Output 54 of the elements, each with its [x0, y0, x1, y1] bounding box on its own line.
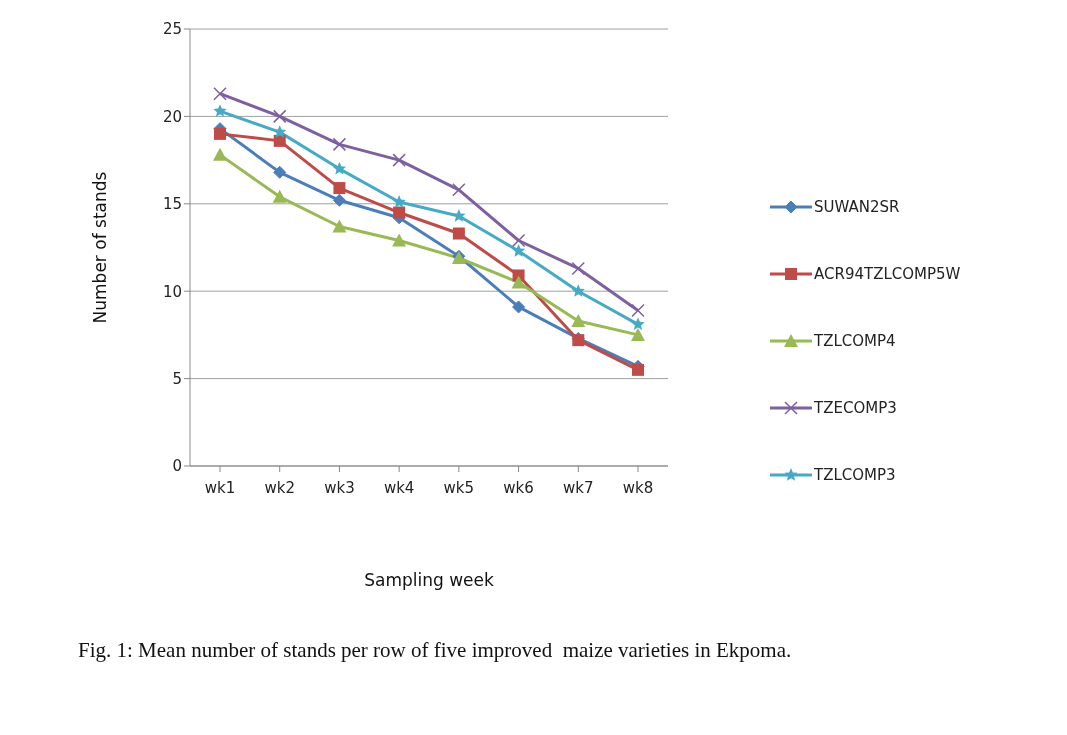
legend-label: TZLCOMP4: [814, 331, 896, 350]
point: [213, 86, 227, 101]
point: [511, 275, 526, 289]
point: [332, 161, 347, 175]
y-tick-label: 15: [162, 195, 182, 214]
point: [332, 137, 347, 152]
point: [393, 206, 406, 219]
point: [571, 313, 586, 327]
point: [392, 233, 407, 247]
point: [272, 109, 287, 124]
x-tick-label: wk7: [563, 478, 594, 497]
y-tick-label: 5: [172, 369, 182, 388]
point: [213, 104, 227, 117]
legend-label: ACR94TZLCOMP5W: [814, 264, 961, 283]
y-tick-label: 10: [162, 282, 182, 301]
point: [452, 227, 465, 240]
x-tick-label: wk8: [622, 478, 654, 497]
point: [213, 147, 227, 161]
x-tick-label: wk5: [443, 478, 475, 497]
point: [392, 153, 406, 167]
point: [273, 125, 287, 138]
x-tick-label: wk4: [383, 478, 415, 497]
point: [571, 284, 585, 297]
legend-label: TZLCOMP3: [814, 465, 896, 484]
point: [452, 209, 466, 222]
y-axis-title: Number of stands: [90, 171, 111, 324]
y-tick-label: 20: [162, 107, 182, 126]
x-tick-label: wk1: [204, 478, 236, 497]
legend-label: SUWAN2SR: [814, 197, 900, 216]
point: [392, 195, 406, 208]
caption: Fig. 1: Mean number of stands per row of five improved maize varieties in Ekpoma.: [78, 638, 792, 663]
y-tick-label: 0: [172, 457, 182, 476]
point: [273, 165, 287, 179]
x-tick-label: wk3: [324, 478, 355, 497]
point: [511, 233, 526, 248]
point: [631, 327, 645, 341]
legend-label: TZECOMP3: [814, 398, 897, 417]
point: [214, 127, 226, 140]
point: [332, 219, 347, 233]
point: [631, 303, 645, 318]
point: [333, 182, 346, 195]
point: [512, 300, 526, 314]
point: [511, 244, 526, 257]
point: [631, 317, 645, 331]
x-axis-title: Sampling week: [364, 570, 494, 590]
point: [272, 189, 287, 203]
point: [452, 183, 466, 197]
point: [571, 261, 586, 276]
point: [332, 193, 346, 207]
point: [632, 363, 644, 376]
x-tick-label: wk2: [264, 478, 295, 497]
point: [273, 134, 286, 147]
x-tick-label: wk6: [503, 478, 534, 497]
y-tick-label: 25: [162, 20, 182, 39]
